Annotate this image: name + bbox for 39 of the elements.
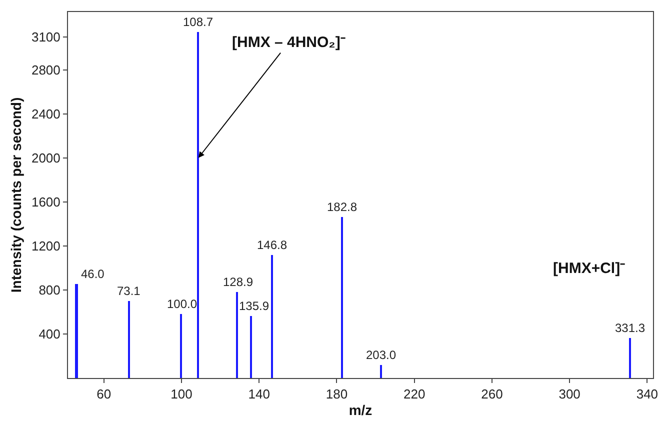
bar bbox=[271, 255, 273, 378]
annotation: 146.8 bbox=[257, 238, 288, 252]
annotation: [HMX – 4HNO₂]⁻ bbox=[232, 34, 346, 51]
bar bbox=[250, 316, 252, 378]
y-tick-label: 2000 bbox=[31, 150, 60, 166]
y-tick-label: 2800 bbox=[31, 62, 60, 78]
y-tick-label: 3100 bbox=[31, 29, 60, 44]
annotation: 108.7 bbox=[183, 15, 214, 29]
annotation: 73.1 bbox=[117, 284, 141, 298]
annotation: 203.0 bbox=[366, 348, 396, 362]
bar bbox=[180, 314, 182, 378]
x-tick-label: 220 bbox=[403, 386, 426, 402]
y-tick-label: 1600 bbox=[31, 194, 60, 210]
x-tick-label: 100 bbox=[170, 386, 192, 402]
bar bbox=[128, 301, 130, 378]
annotation: 46.0 bbox=[81, 267, 105, 281]
x-tick-label: 180 bbox=[326, 386, 348, 402]
x-tick-label: 260 bbox=[481, 386, 503, 402]
annotation: 128.9 bbox=[223, 275, 254, 289]
x-tick-label: 140 bbox=[248, 386, 270, 402]
annotation: 135.9 bbox=[239, 299, 270, 313]
bar bbox=[629, 338, 631, 378]
y-tick-label: 800 bbox=[38, 282, 60, 298]
bar bbox=[236, 292, 238, 378]
annotation: 182.8 bbox=[327, 200, 358, 214]
annotation: 331.3 bbox=[615, 321, 646, 335]
bar bbox=[341, 217, 343, 378]
annotation: 100.0 bbox=[167, 297, 198, 311]
x-tick-label: 300 bbox=[558, 386, 580, 402]
y-tick-label: 400 bbox=[38, 326, 60, 342]
x-axis-title: m/z bbox=[348, 402, 372, 418]
x-tick-label: 60 bbox=[96, 386, 112, 402]
bar bbox=[75, 284, 78, 378]
bar bbox=[380, 365, 382, 378]
y-tick-label: 1200 bbox=[31, 238, 60, 254]
x-tick-label: 340 bbox=[636, 386, 658, 402]
annotation: [HMX+Cl]⁻ bbox=[553, 260, 626, 277]
y-tick-label: 2400 bbox=[31, 106, 60, 122]
y-axis-title: Intensity (counts per second) bbox=[8, 97, 24, 293]
